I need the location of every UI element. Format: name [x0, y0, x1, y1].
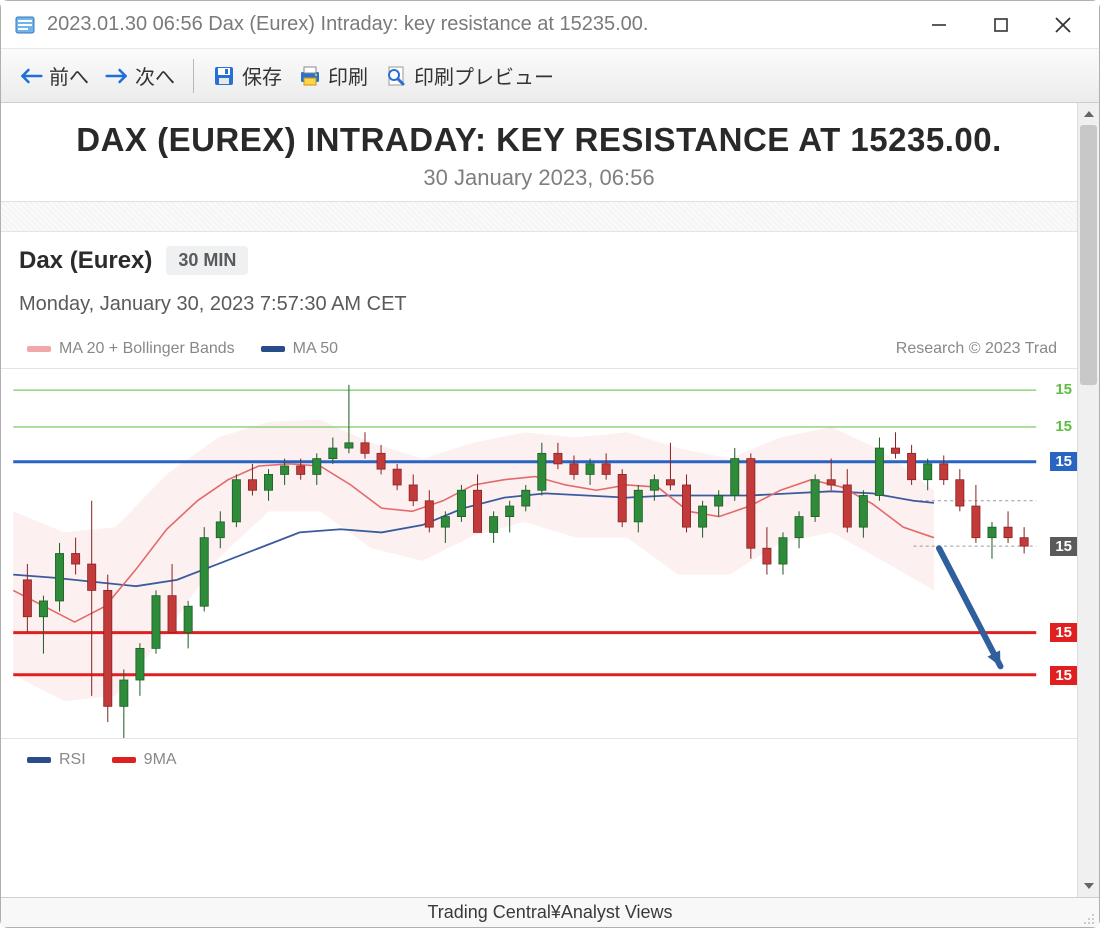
legend-rsi: RSI — [27, 751, 86, 769]
minimize-button[interactable] — [921, 7, 957, 43]
chart-area: 15 15 15 15 15 15 — [1, 368, 1077, 738]
legend-9ma: 9MA — [112, 751, 177, 769]
headline-timestamp: 30 January 2023, 06:56 — [13, 165, 1065, 191]
ma50-swatch — [261, 346, 285, 352]
ma20-swatch — [27, 346, 51, 352]
print-label: 印刷 — [328, 61, 368, 90]
scrollbar-vertical[interactable] — [1077, 103, 1099, 897]
window-title: 2023.01.30 06:56 Dax (Eurex) Intraday: k… — [47, 13, 921, 36]
page-title: DAX (EUREX) INTRADAY: KEY RESISTANCE AT … — [13, 121, 1065, 159]
titlebar: 2023.01.30 06:56 Dax (Eurex) Intraday: k… — [1, 1, 1099, 49]
chart-header: Dax (Eurex) 30 MIN — [1, 232, 1077, 279]
resize-grip-icon[interactable] — [1081, 911, 1095, 925]
maximize-button[interactable] — [983, 7, 1019, 43]
rsi-label: RSI — [59, 751, 86, 769]
save-label: 保存 — [242, 61, 282, 90]
close-button[interactable] — [1045, 7, 1081, 43]
preview-label: 印刷プレビュー — [414, 61, 554, 90]
content-wrap: DAX (EUREX) INTRADAY: KEY RESISTANCE AT … — [1, 103, 1099, 897]
statusbar: Trading Central¥Analyst Views — [1, 897, 1099, 927]
price-axis-label: 15 — [1050, 417, 1077, 436]
instrument-name: Dax (Eurex) — [19, 247, 152, 275]
app-icon — [13, 13, 37, 37]
print-preview-button[interactable]: 印刷プレビュー — [376, 58, 562, 93]
price-axis-label: 15 — [1050, 623, 1077, 642]
next-label: 次へ — [135, 61, 175, 90]
candlestick-chart — [1, 369, 1077, 738]
toolbar-separator — [193, 59, 194, 93]
arrow-right-icon — [105, 64, 129, 88]
spacer-bar — [1, 202, 1077, 232]
save-button[interactable]: 保存 — [204, 58, 290, 93]
period-badge: 30 MIN — [166, 246, 248, 275]
prev-label: 前へ — [49, 61, 89, 90]
content: DAX (EUREX) INTRADAY: KEY RESISTANCE AT … — [1, 103, 1077, 897]
ma50-label: MA 50 — [293, 340, 338, 358]
ma9-label: 9MA — [144, 751, 177, 769]
prev-button[interactable]: 前へ — [11, 58, 97, 93]
scroll-track[interactable] — [1078, 125, 1099, 875]
save-icon — [212, 64, 236, 88]
ma20-label: MA 20 + Bollinger Bands — [59, 340, 235, 358]
arrow-left-icon — [19, 64, 43, 88]
ma9-swatch — [112, 757, 136, 763]
print-preview-icon — [384, 64, 408, 88]
print-button[interactable]: 印刷 — [290, 58, 376, 93]
headline-block: DAX (EUREX) INTRADAY: KEY RESISTANCE AT … — [1, 103, 1077, 202]
price-axis-label: 15 — [1050, 666, 1077, 685]
price-axis-label: 15 — [1050, 452, 1077, 471]
research-credit: Research © 2023 Trad — [896, 340, 1057, 358]
price-axis-label: 15 — [1050, 380, 1077, 399]
print-icon — [298, 64, 322, 88]
legend-ma20: MA 20 + Bollinger Bands — [27, 340, 235, 358]
scroll-up-button[interactable] — [1078, 103, 1099, 125]
toolbar: 前へ 次へ 保存 印刷 印刷プレビュー — [1, 49, 1099, 103]
window-controls — [921, 7, 1091, 43]
scroll-down-button[interactable] — [1078, 875, 1099, 897]
rsi-swatch — [27, 757, 51, 763]
legend-bottom: RSI 9MA — [1, 738, 1077, 775]
scroll-thumb[interactable] — [1080, 125, 1097, 385]
chart-timestamp: Monday, January 30, 2023 7:57:30 AM CET — [1, 279, 1077, 324]
legend-ma50: MA 50 — [261, 340, 338, 358]
statusbar-text: Trading Central¥Analyst Views — [427, 902, 672, 923]
price-axis-label: 15 — [1050, 537, 1077, 556]
next-button[interactable]: 次へ — [97, 58, 183, 93]
legend-top: MA 20 + Bollinger Bands MA 50 Research ©… — [1, 324, 1077, 364]
